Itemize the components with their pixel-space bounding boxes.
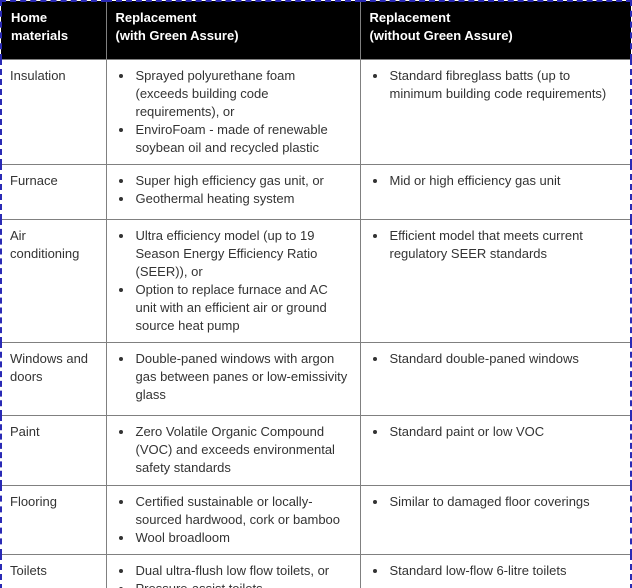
bullet-list: Ultra efficiency model (up to 19 Season … xyxy=(115,227,352,335)
material-cell: Air conditioning xyxy=(0,218,107,343)
with-assure-cell: Dual ultra-flush low flow toilets, orPre… xyxy=(105,553,361,588)
without-assure-cell: Standard double-paned windows xyxy=(359,341,632,416)
bullet-list: Zero Volatile Organic Compound (VOC) and… xyxy=(115,423,352,477)
with-assure-cell: Sprayed polyurethane foam (exceeds build… xyxy=(105,58,361,165)
column-header-home-materials: Home materials xyxy=(0,0,107,60)
bullet-item: EnviroFoam - made of renewable soybean o… xyxy=(134,121,352,157)
bullet-list: Double-paned windows with argon gas betw… xyxy=(115,350,352,404)
bullet-item: Certified sustainable or locally-sourced… xyxy=(134,493,352,529)
bullet-item: Wool broadloom xyxy=(134,529,352,547)
material-cell: Insulation xyxy=(0,58,107,165)
bullet-item: Pressure-assist toilets xyxy=(134,580,352,588)
table-row-windows-and-doors: Windows and doors Double-paned windows w… xyxy=(0,341,632,416)
material-cell: Paint xyxy=(0,414,107,486)
bullet-item: Standard low-flow 6-litre toilets xyxy=(388,562,623,580)
without-assure-cell: Mid or high efficiency gas unit xyxy=(359,163,632,220)
bullet-item: Sprayed polyurethane foam (exceeds build… xyxy=(134,67,352,121)
table-body: Insulation Sprayed polyurethane foam (ex… xyxy=(0,58,632,588)
bullet-item: Dual ultra-flush low flow toilets, or xyxy=(134,562,352,580)
without-assure-cell: Standard fibreglass batts (up to minimum… xyxy=(359,58,632,165)
bullet-list: Mid or high efficiency gas unit xyxy=(369,172,623,190)
bullet-list: Standard double-paned windows xyxy=(369,350,623,368)
column-header-with-green-assure: Replacement (with Green Assure) xyxy=(105,0,361,60)
without-assure-cell: Standard low-flow 6-litre toilets xyxy=(359,553,632,588)
header-row: Home materials Replacement (with Green A… xyxy=(0,0,632,60)
bullet-item: Standard paint or low VOC xyxy=(388,423,623,441)
table-row-toilets: Toilets Dual ultra-flush low flow toilet… xyxy=(0,553,632,588)
table-header: Home materials Replacement (with Green A… xyxy=(0,0,632,60)
bullet-list: Dual ultra-flush low flow toilets, orPre… xyxy=(115,562,352,588)
bullet-item: Mid or high efficiency gas unit xyxy=(388,172,623,190)
bullet-list: Standard low-flow 6-litre toilets xyxy=(369,562,623,580)
table-row-insulation: Insulation Sprayed polyurethane foam (ex… xyxy=(0,58,632,165)
bullet-list: Standard paint or low VOC xyxy=(369,423,623,441)
with-assure-cell: Certified sustainable or locally-sourced… xyxy=(105,484,361,555)
table-row-paint: Paint Zero Volatile Organic Compound (VO… xyxy=(0,414,632,486)
bullet-item: Ultra efficiency model (up to 19 Season … xyxy=(134,227,352,281)
bullet-item: Standard fibreglass batts (up to minimum… xyxy=(388,67,623,103)
bullet-item: Option to replace furnace and AC unit wi… xyxy=(134,281,352,335)
material-cell: Furnace xyxy=(0,163,107,220)
with-assure-cell: Ultra efficiency model (up to 19 Season … xyxy=(105,218,361,343)
table-row-furnace: Furnace Super high efficiency gas unit, … xyxy=(0,163,632,220)
without-assure-cell: Efficient model that meets current regul… xyxy=(359,218,632,343)
material-cell: Windows and doors xyxy=(0,341,107,416)
bullet-item: Similar to damaged floor coverings xyxy=(388,493,623,511)
without-assure-cell: Standard paint or low VOC xyxy=(359,414,632,486)
with-assure-cell: Double-paned windows with argon gas betw… xyxy=(105,341,361,416)
without-assure-cell: Similar to damaged floor coverings xyxy=(359,484,632,555)
bullet-item: Zero Volatile Organic Compound (VOC) and… xyxy=(134,423,352,477)
material-cell: Toilets xyxy=(0,553,107,588)
with-assure-cell: Zero Volatile Organic Compound (VOC) and… xyxy=(105,414,361,486)
bullet-list: Super high efficiency gas unit, orGeothe… xyxy=(115,172,352,208)
table-row-flooring: Flooring Certified sustainable or locall… xyxy=(0,484,632,555)
bullet-item: Standard double-paned windows xyxy=(388,350,623,368)
bullet-list: Efficient model that meets current regul… xyxy=(369,227,623,263)
bullet-list: Certified sustainable or locally-sourced… xyxy=(115,493,352,547)
material-cell: Flooring xyxy=(0,484,107,555)
with-assure-cell: Super high efficiency gas unit, orGeothe… xyxy=(105,163,361,220)
table-row-air-conditioning: Air conditioning Ultra efficiency model … xyxy=(0,218,632,343)
bullet-item: Geothermal heating system xyxy=(134,190,352,208)
bullet-item: Super high efficiency gas unit, or xyxy=(134,172,352,190)
bullet-list: Sprayed polyurethane foam (exceeds build… xyxy=(115,67,352,157)
bullet-list: Similar to damaged floor coverings xyxy=(369,493,623,511)
bullet-list: Standard fibreglass batts (up to minimum… xyxy=(369,67,623,103)
bullet-item: Double-paned windows with argon gas betw… xyxy=(134,350,352,404)
column-header-without-green-assure: Replacement (without Green Assure) xyxy=(359,0,632,60)
bullet-item: Efficient model that meets current regul… xyxy=(388,227,623,263)
